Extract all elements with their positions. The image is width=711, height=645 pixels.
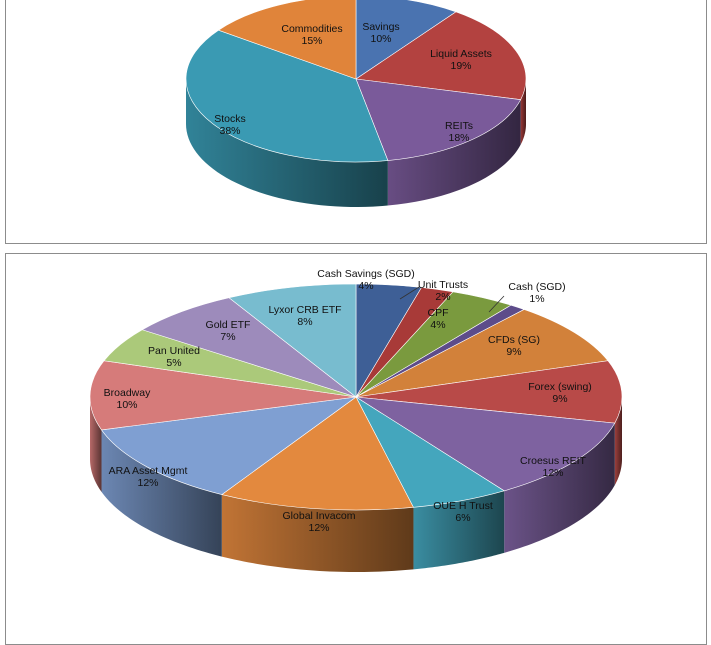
- slice-percent-liquid-assets: 19%: [450, 60, 471, 72]
- slice-percent-savings: 10%: [370, 33, 391, 45]
- pie-slice-gold-etf: [141, 297, 357, 398]
- pie-side-forex-swing: [614, 397, 622, 486]
- slice-label-cpf: CPF: [428, 307, 449, 319]
- slice-label-cash-savings-sgd: Cash Savings (SGD): [317, 268, 414, 280]
- pie-slice-liquid-assets: [355, 11, 527, 100]
- slice-label-forex-swing: Forex (swing): [528, 381, 592, 393]
- pie-slice-lyxor-crb-etf: [228, 283, 357, 398]
- slice-percent-lyxor-crb-etf: 8%: [297, 316, 312, 328]
- slice-percent-unit-trusts: 2%: [435, 291, 450, 303]
- chart-area-2: Cash Savings (SGD) 4% Unit Trusts 2% CPF 4% Ca…: [5, 253, 707, 645]
- pie-side-ara-asset-mgmt: [101, 429, 222, 557]
- slice-label-savings: Savings: [362, 21, 399, 33]
- pie-slice-croesus-reit: [355, 396, 616, 492]
- slice-label-reits: REITs: [445, 120, 473, 132]
- slice-label-cash-sgd: Cash (SGD): [508, 281, 565, 293]
- slice-label-broadway: Broadway: [104, 387, 151, 399]
- pie-slice-forex-swing: [355, 360, 623, 424]
- pie-slice-cfds-sg: [355, 309, 609, 398]
- slice-percent-pan-united: 5%: [166, 357, 181, 369]
- pie-slice-stocks: [185, 29, 389, 163]
- pie-slice-savings: [355, 0, 457, 80]
- pie-slice-global-invacom: [221, 396, 414, 511]
- slice-percent-broadway: 10%: [116, 399, 137, 411]
- slice-percent-cash-savings-sgd: 4%: [358, 280, 373, 292]
- pie-side-global-invacom: [221, 494, 414, 572]
- pie-side-walls: [90, 397, 622, 572]
- pie-side-oue-h-trust: [413, 490, 505, 570]
- pie-side-stocks: [186, 79, 388, 207]
- slice-label-gold-etf: Gold ETF: [206, 319, 251, 331]
- slice-label-liquid-assets: Liquid Assets: [430, 48, 492, 60]
- slice-percent-stocks: 38%: [219, 125, 240, 137]
- slice-label-croesus-reit: Croesus REIT: [520, 455, 587, 467]
- slice-percent-global-invacom: 12%: [308, 522, 329, 534]
- slice-percent-ara-asset-mgmt: 12%: [137, 477, 158, 489]
- leader-line-unit-trusts: [399, 286, 420, 300]
- slice-label-pan-united: Pan United: [148, 345, 200, 357]
- pie-side-walls: [186, 79, 526, 207]
- slice-percent-cpf: 4%: [430, 319, 445, 331]
- pie-slices: [89, 283, 623, 511]
- pie-side-liquid-assets: [520, 79, 526, 145]
- slice-label-ara-asset-mgmt: ARA Asset Mgmt: [109, 465, 188, 477]
- slice-label-commodities: Commodities: [281, 23, 342, 35]
- pie-slice-broadway: [89, 360, 357, 431]
- data-labels: Cash Savings (SGD)4% Unit Trusts2%CPF4%Ca…: [104, 268, 592, 534]
- slice-label-lyxor-crb-etf: Lyxor CRB ETF: [268, 304, 341, 316]
- leader-line-cash-sgd: [488, 295, 505, 313]
- pie-slice-commodities: [217, 0, 357, 80]
- slice-label-stocks: Stocks: [214, 113, 246, 125]
- pie-slice-reits: [355, 78, 522, 161]
- pie-slices: [185, 0, 527, 163]
- slice-percent-cash-sgd: 1%: [529, 293, 544, 305]
- slice-label-oue-h-trust: OUE H Trust: [433, 500, 493, 512]
- slice-label-unit-trusts: Unit Trusts: [418, 279, 468, 291]
- pie-side-broadway: [90, 397, 102, 492]
- pie-side-reits: [387, 99, 521, 206]
- pie-chart-holdings: Cash Savings (SGD)4% Unit Trusts2%CPF4%Ca…: [89, 268, 623, 572]
- pie-side-croesus-reit: [504, 423, 615, 553]
- pie-slice-ara-asset-mgmt: [100, 396, 357, 495]
- slice-percent-forex-swing: 9%: [552, 393, 567, 405]
- slice-percent-croesus-reit: 12%: [542, 467, 563, 479]
- slice-label-global-invacom: Global Invacom: [283, 510, 356, 522]
- slice-percent-reits: 18%: [448, 132, 469, 144]
- chart-area-1: Savings 10% Liquid Assets 19% REITs 18% Stocks…: [5, 0, 707, 244]
- slice-percent-commodities: 15%: [301, 35, 322, 47]
- slice-percent-cfds-sg: 9%: [506, 346, 521, 358]
- slice-label-cfds-sg: CFDs (SG): [488, 334, 540, 346]
- slice-percent-oue-h-trust: 6%: [455, 512, 470, 524]
- slice-percent-gold-etf: 7%: [220, 331, 235, 343]
